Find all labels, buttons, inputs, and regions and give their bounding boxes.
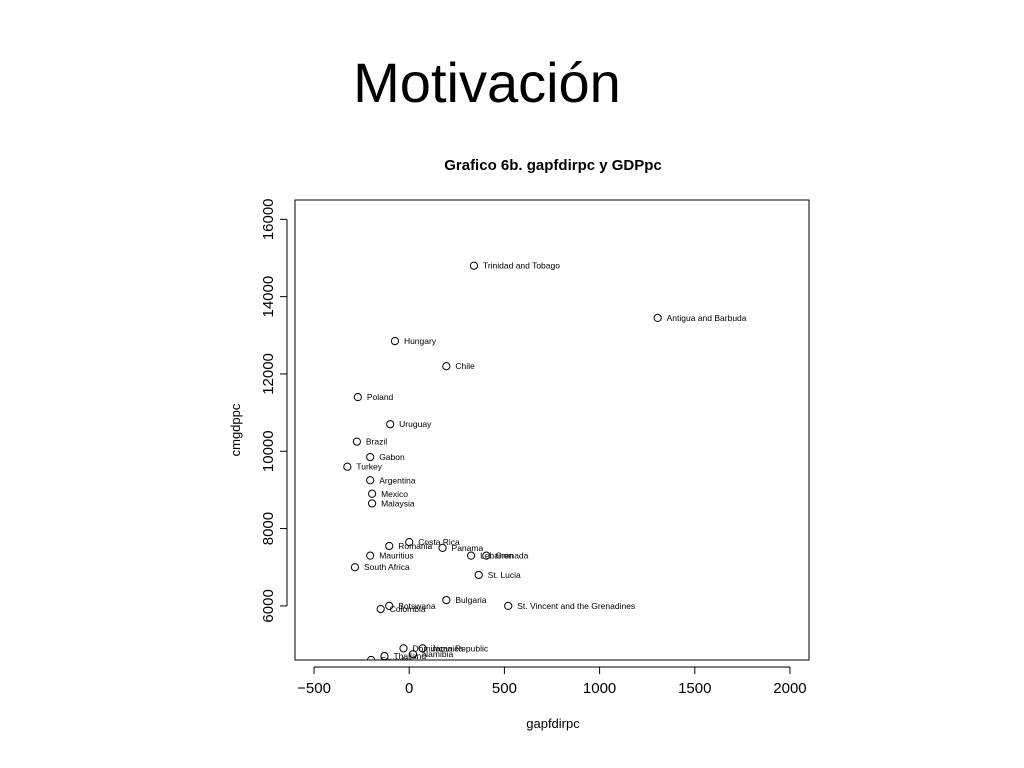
point-label: Dominican Republic xyxy=(413,643,489,653)
y-tick-label: 12000 xyxy=(260,353,277,395)
data-point xyxy=(366,551,375,560)
point-label: Jamaica xyxy=(432,643,464,653)
data-point xyxy=(442,362,451,371)
x-tick-label: 2000 xyxy=(773,680,806,697)
data-point xyxy=(367,655,376,660)
data-point xyxy=(368,499,377,508)
data-point xyxy=(438,543,447,552)
x-tick-label: 0 xyxy=(405,680,413,697)
data-point xyxy=(408,650,418,659)
point-label: Costa Rica xyxy=(418,537,460,547)
data-point xyxy=(343,462,352,471)
point-label: St. Lucia xyxy=(488,570,521,580)
data-point xyxy=(366,476,375,485)
data-point xyxy=(350,563,360,572)
point-label: Namibia xyxy=(422,649,453,659)
data-point xyxy=(366,452,375,462)
data-point xyxy=(418,644,427,653)
x-tick-label: 1500 xyxy=(678,680,711,697)
point-label: St. Vincent and the Grenadines xyxy=(517,601,635,611)
point-label: Mauritius xyxy=(379,551,413,561)
x-tick-label: 500 xyxy=(492,680,517,697)
point-label: Bulgaria xyxy=(455,595,486,605)
data-point xyxy=(386,420,395,429)
data-point xyxy=(474,570,483,580)
point-label: Romania xyxy=(398,541,432,551)
data-points: Trinidad and Tobago Antigua and Barbuda Hu… xyxy=(343,261,747,665)
data-point xyxy=(353,393,362,402)
y-tick-label: 16000 xyxy=(260,198,277,240)
point-label: Turkey xyxy=(356,462,382,472)
point-label: Argentina xyxy=(379,475,416,485)
point-label: Uruguay xyxy=(399,419,432,429)
data-point xyxy=(376,604,385,614)
data-point xyxy=(385,541,394,551)
data-point xyxy=(352,437,361,446)
point-label: Hungary xyxy=(404,336,437,346)
point-label: Mexico xyxy=(381,489,408,499)
data-point xyxy=(380,652,389,660)
chart-title: Grafico 6b. gapfdirpc y GDPpc xyxy=(444,157,662,174)
data-point xyxy=(368,489,377,498)
point-label: Brazil xyxy=(366,437,387,447)
point-label: Thailand xyxy=(393,651,426,661)
y-axis-label: cmgdppc xyxy=(228,403,243,456)
point-label: Grenada xyxy=(495,551,528,561)
point-label: Botswana xyxy=(398,601,436,611)
point-label: Lebanon xyxy=(480,551,513,561)
y-tick-label: 8000 xyxy=(260,512,277,545)
data-point xyxy=(466,551,476,560)
point-label: Antigua and Barbuda xyxy=(667,313,747,323)
data-point xyxy=(482,551,491,560)
point-label: South Africa xyxy=(364,562,410,572)
data-point xyxy=(405,538,414,547)
point-label: Gabon xyxy=(379,452,405,462)
data-point xyxy=(390,336,400,346)
point-label: Ecuador xyxy=(380,655,412,665)
x-axis-label: gapfdirpc xyxy=(526,716,580,731)
point-label: Chile xyxy=(455,361,475,371)
data-point xyxy=(653,313,662,322)
point-label: Panama xyxy=(452,543,484,553)
plot-frame xyxy=(294,199,810,661)
y-tick-label: 6000 xyxy=(260,589,277,622)
slide-title: Motivación xyxy=(353,51,621,114)
y-axis: 6000 8000 10000 12000 14000 16000 xyxy=(260,198,288,623)
x-tick-label: −500 xyxy=(297,680,331,697)
point-label: Poland xyxy=(367,392,394,402)
x-axis: −500 0 500 1000 1500 2000 xyxy=(297,666,807,697)
point-label: Malaysia xyxy=(381,498,415,508)
data-point xyxy=(469,261,479,270)
point-label: Trinidad and Tobago xyxy=(483,261,560,271)
data-point xyxy=(504,601,513,610)
x-tick-label: 1000 xyxy=(583,680,616,697)
y-tick-label: 14000 xyxy=(260,276,277,318)
y-tick-label: 10000 xyxy=(260,430,277,472)
data-point xyxy=(385,601,394,610)
data-point xyxy=(399,644,408,653)
data-point xyxy=(442,595,451,605)
point-label: Colombia xyxy=(390,604,426,614)
